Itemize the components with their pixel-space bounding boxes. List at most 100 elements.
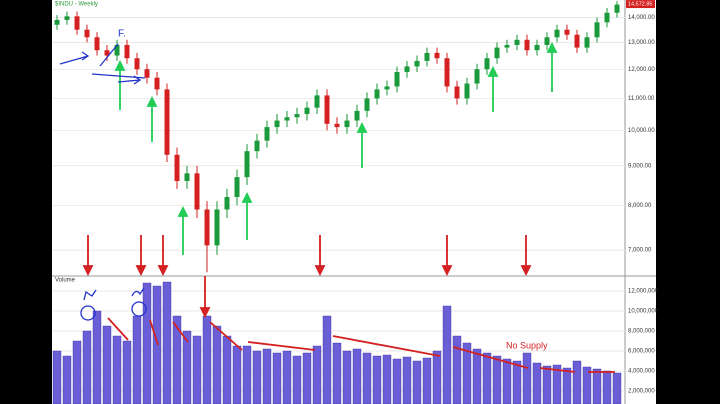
volume-bar [362, 352, 372, 404]
volume-bar [182, 330, 192, 404]
volume-bar [502, 358, 512, 404]
candle-body [504, 44, 510, 48]
candle-body [94, 37, 100, 51]
y-tick-label: 12,000,000 [628, 289, 659, 295]
candle-body [544, 37, 550, 45]
candle-body [604, 12, 610, 23]
volume-bar [112, 335, 122, 404]
volume-bar [202, 315, 212, 404]
candle-body [324, 95, 330, 124]
candle-body [434, 52, 440, 59]
volume-bar [442, 305, 452, 404]
volume-bar [162, 281, 172, 404]
candle-body [144, 69, 150, 78]
y-tick-label: 8,000,000 [628, 329, 655, 335]
y-tick-label: 7,000.00 [628, 248, 652, 254]
volume-bar [532, 362, 542, 404]
volume-bar [372, 355, 382, 404]
y-tick-label: 11,000.00 [628, 96, 655, 102]
candle-body [444, 58, 450, 87]
volume-bar [592, 368, 602, 404]
volume-bar [82, 330, 92, 404]
volume-bar [122, 340, 132, 404]
trend-lines [107, 317, 615, 373]
candle-body [484, 58, 490, 70]
y-tick-label: 10,000.00 [628, 128, 655, 134]
volume-bar [462, 342, 472, 404]
annotation: No Supply [506, 340, 548, 350]
y-tick-label: 6,000,000 [628, 349, 655, 355]
volume-bar [282, 350, 292, 404]
annotation: F. [118, 29, 126, 40]
candle-body [154, 77, 160, 90]
volume-bar [292, 355, 302, 404]
candle-body [474, 69, 480, 84]
candle-body [254, 140, 260, 152]
volume-bar [492, 355, 502, 404]
candle-body [534, 44, 540, 51]
volume-bar [172, 315, 182, 404]
volume-bar [192, 335, 202, 404]
volume-bar [242, 345, 252, 404]
volume-bar [302, 352, 312, 404]
candle-body [294, 114, 300, 118]
volume-bar [392, 358, 402, 404]
candle-body [344, 120, 350, 128]
volume-bar [72, 340, 82, 404]
red-arrows [82, 235, 532, 319]
candle-body [524, 39, 530, 51]
volume-bar [102, 325, 112, 404]
y-tick-label: 12,000.00 [628, 67, 655, 73]
candle-body [274, 120, 280, 128]
candle-body [164, 89, 170, 155]
volume-bar [232, 345, 242, 404]
candle-body [424, 52, 430, 61]
volume-bar [62, 355, 72, 404]
volume-title: Volume [55, 278, 76, 284]
candle-body [124, 44, 130, 59]
candle-body [584, 37, 590, 48]
volume-bar [272, 352, 282, 404]
volume-bar [612, 372, 622, 404]
volume-bar [452, 335, 462, 404]
candle-body [134, 58, 140, 70]
candle-body [564, 29, 570, 35]
candle-body [614, 4, 620, 13]
volume-bar [522, 352, 532, 404]
volume-bar [92, 310, 102, 404]
volume-bar [342, 350, 352, 404]
volume-bar [352, 348, 362, 404]
candle-body [384, 86, 390, 90]
volume-bar [152, 285, 162, 404]
candle-body [334, 123, 340, 128]
volume-bar [212, 325, 222, 404]
candle-body [414, 60, 420, 67]
volume-bar [312, 345, 322, 404]
volume-bar [412, 360, 422, 404]
candle-body [394, 72, 400, 87]
volume-bar [422, 357, 432, 404]
chart-title: $INDU - Weekly [55, 2, 98, 8]
candle-body [454, 86, 460, 99]
volume-bar [332, 342, 342, 404]
candle-body [214, 209, 220, 246]
candle-body [104, 50, 110, 56]
candle-body [264, 127, 270, 141]
volume-bar [142, 282, 152, 404]
volume-bar [542, 365, 552, 404]
candle-body [464, 83, 470, 99]
last-value-label: 14,572.85 [628, 2, 652, 8]
volume-bar [432, 350, 442, 404]
volume-bar [252, 350, 262, 404]
last-value-box [626, 0, 655, 9]
y-tick-label: 10,000,000 [628, 309, 659, 315]
candle-body [304, 107, 310, 115]
candle-body [174, 154, 180, 182]
green-arrows [114, 41, 558, 255]
candle-body [74, 16, 80, 30]
y-tick-label: 9,000.00 [628, 163, 652, 169]
y-tick-label: 4,000,000 [628, 369, 655, 375]
y-tick-label: 8,000.00 [628, 203, 652, 209]
candle-body [594, 22, 600, 38]
candle-body [364, 98, 370, 111]
